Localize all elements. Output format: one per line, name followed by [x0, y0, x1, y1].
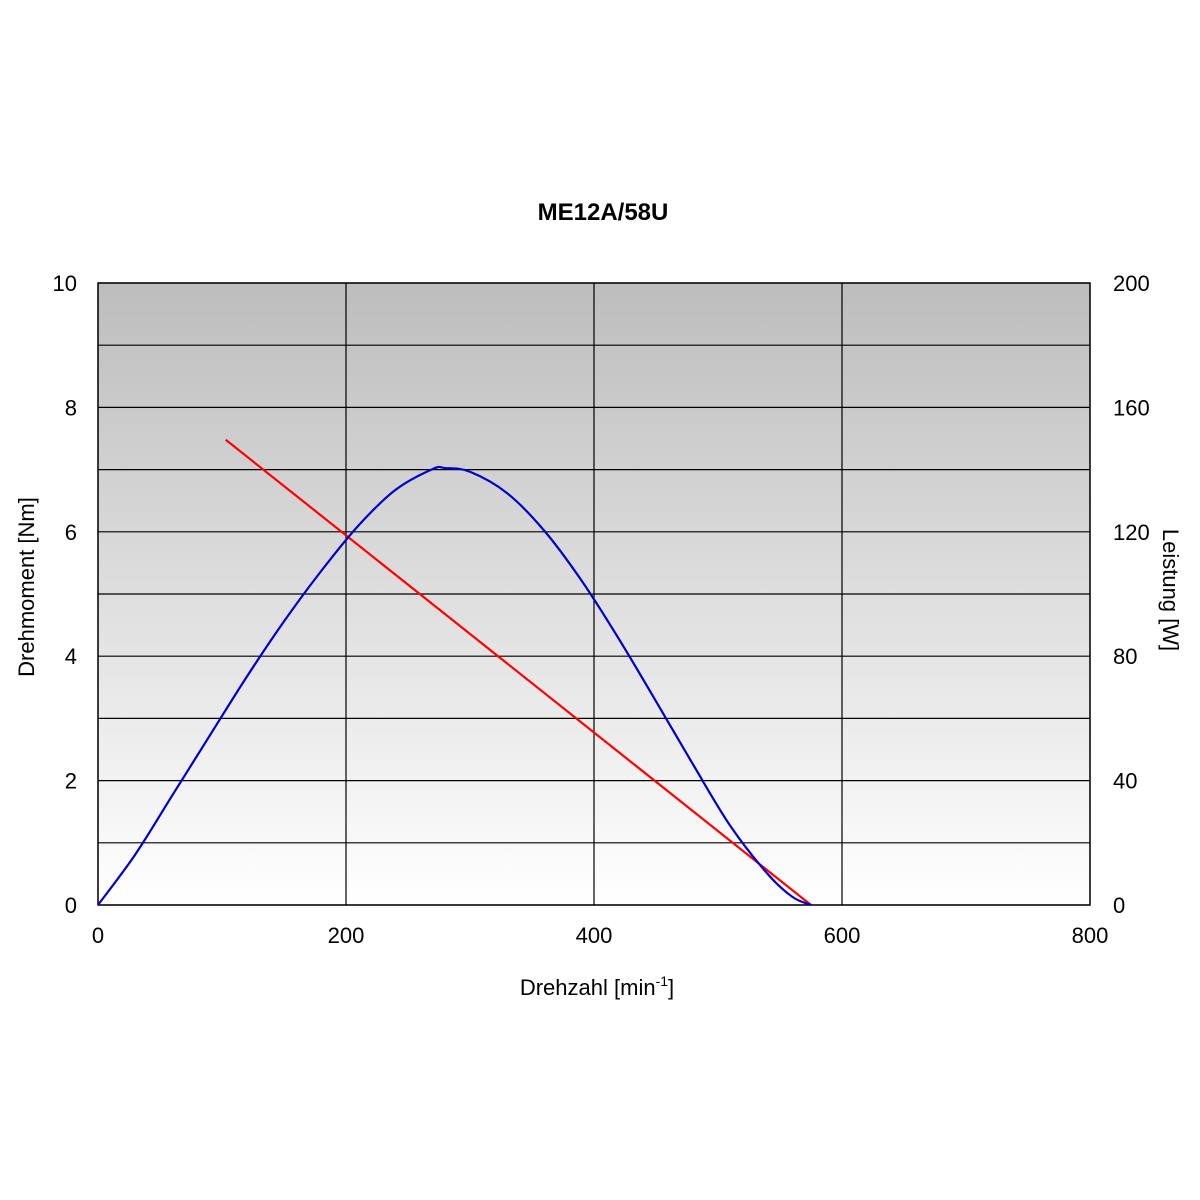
series-group [97, 438, 812, 907]
plot-frame [97, 282, 1091, 906]
y-right-tick-label: 0 [1113, 893, 1125, 918]
y-left-tick-label: 0 [65, 893, 77, 918]
y-axis-right-label: Leistung [W] [1158, 529, 1183, 651]
x-tick-label: 600 [824, 923, 861, 948]
x-axis-label: Drehzahl [min-1] [520, 973, 674, 1000]
y-left-tick-label: 8 [65, 395, 77, 420]
y-right-tick-label: 160 [1113, 395, 1150, 420]
torque-line [225, 438, 812, 906]
x-tick-label: 400 [576, 923, 613, 948]
x-tick-label: 200 [328, 923, 365, 948]
y-right-tick-label: 120 [1113, 520, 1150, 545]
x-tick-label: 800 [1072, 923, 1109, 948]
y-left-tick-label: 2 [65, 769, 77, 794]
y-right-tick-label: 80 [1113, 644, 1137, 669]
y-right-tick-label: 200 [1113, 271, 1150, 296]
y-left-tick-label: 4 [65, 644, 77, 669]
chart-title: ME12A/58U [538, 199, 669, 226]
y-right-tick-label: 40 [1113, 769, 1137, 794]
y-left-tick-label: 10 [53, 271, 77, 296]
grid [97, 282, 1091, 906]
y-left-tick-label: 6 [65, 520, 77, 545]
y-axis-left-label: Drehmoment [Nm] [14, 497, 39, 677]
x-tick-label: 0 [92, 923, 104, 948]
power-curve-line [97, 465, 812, 907]
